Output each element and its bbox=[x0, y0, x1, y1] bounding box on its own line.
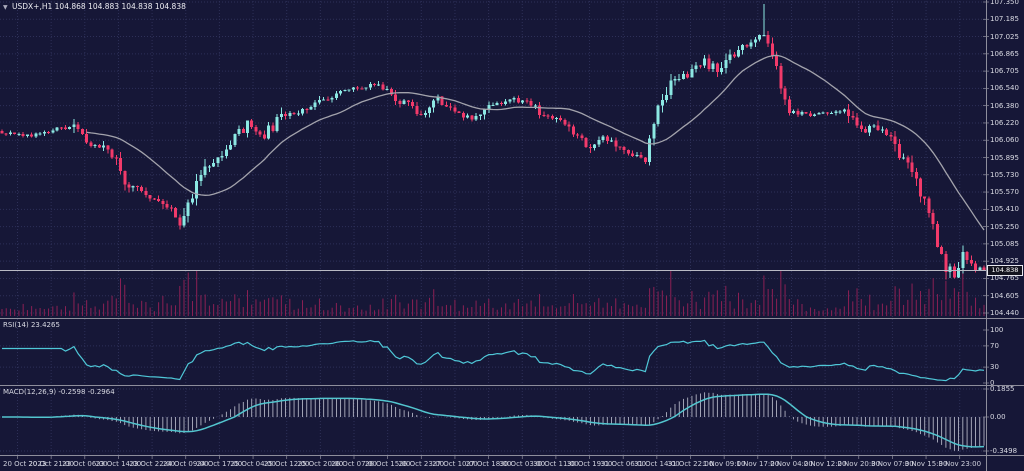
time-axis-label: 31 Oct 22:00 bbox=[667, 460, 714, 468]
time-axis-label: 27 Oct 10:00 bbox=[432, 460, 478, 468]
time-axis-label: 23 Oct 14:00 bbox=[95, 460, 142, 468]
price-axis-label: 106.540 bbox=[990, 84, 1019, 93]
time-axis-label: 2 Nov 04:00 bbox=[770, 460, 813, 468]
price-axis-label: 106.865 bbox=[990, 49, 1019, 58]
time-axis-label: 30 Oct 19:00 bbox=[566, 460, 613, 468]
symbol-timeframe: USDX+,H1 bbox=[12, 2, 53, 11]
time-axis-label: 26 Oct 07:00 bbox=[331, 460, 377, 468]
price-axis-label: 105.250 bbox=[990, 222, 1019, 231]
price-axis-label: 106.705 bbox=[990, 67, 1019, 76]
price-axis-label: 105.085 bbox=[990, 239, 1019, 248]
time-axis-label: 25 Oct 12:00 bbox=[263, 460, 310, 468]
current-price-badge: 104.838 bbox=[987, 264, 1023, 276]
time-axis-label: 24 Oct 09:00 bbox=[162, 460, 209, 468]
time-axis-label: 26 Oct 23:00 bbox=[398, 460, 445, 468]
price-axis-label: 107.025 bbox=[990, 32, 1019, 41]
price-axis-label: 107.185 bbox=[990, 15, 1019, 24]
time-axis-label: 31 Oct 06:00 bbox=[600, 460, 647, 468]
price-axis-label: 107.350 bbox=[990, 0, 1019, 6]
time-axis-label: 3 Nov 07:00 bbox=[871, 460, 914, 468]
price-axis-label: 106.060 bbox=[990, 136, 1019, 145]
time-axis-label: 1 Nov 09:00 bbox=[702, 460, 746, 468]
rsi-axis-label: 0 bbox=[990, 379, 995, 387]
time-axis-label: 24 Oct 17:00 bbox=[196, 460, 243, 468]
time-axis-label: 3 Nov 23:00 bbox=[938, 460, 982, 468]
price-axis-label: 105.730 bbox=[990, 170, 1019, 179]
time-axis-label: 26 Oct 15:00 bbox=[364, 460, 411, 468]
time-axis-label: 30 Oct 03:00 bbox=[499, 460, 546, 468]
time-axis-label: 20 Oct 2023 bbox=[3, 460, 47, 468]
rsi-indicator-label: RSI(14) 23.4265 bbox=[3, 321, 60, 329]
price-axis-label: 104.765 bbox=[990, 274, 1019, 283]
time-axis-label: 25 Oct 04:00 bbox=[230, 460, 276, 468]
macd-axis-label: 0.1855 bbox=[990, 385, 1015, 393]
rsi-axis-label: 70 bbox=[990, 341, 999, 350]
time-axis-label: 27 Oct 18:00 bbox=[465, 460, 512, 468]
time-axis-label: 1 Nov 17:00 bbox=[736, 460, 780, 468]
rsi-axis-label: 30 bbox=[990, 363, 999, 372]
time-axis-label: 23 Oct 22:00 bbox=[129, 460, 175, 468]
time-axis-label: 2 Nov 12:00 bbox=[803, 460, 847, 468]
price-axis-label: 104.925 bbox=[990, 257, 1019, 266]
time-axis-label: 23 Oct 06:00 bbox=[61, 460, 108, 468]
time-axis-label: 2 Nov 20:00 bbox=[837, 460, 881, 468]
macd-axis-label: 0.00 bbox=[990, 413, 1006, 421]
price-axis-label: 104.605 bbox=[990, 291, 1019, 300]
collapse-icon[interactable]: ▼ bbox=[3, 4, 8, 11]
price-axis-label: 104.440 bbox=[990, 309, 1019, 317]
time-axis-label: 30 Oct 11:00 bbox=[533, 460, 579, 468]
macd-axis-label: -0.3498 bbox=[990, 447, 1018, 455]
time-axis-label: 3 Nov 15:00 bbox=[904, 460, 948, 468]
ohlc-values: 104.868 104.883 104.838 104.838 bbox=[54, 2, 186, 11]
time-axis-label: 25 Oct 20:00 bbox=[297, 460, 344, 468]
price-axis-label: 105.570 bbox=[990, 188, 1019, 197]
price-axis-label: 105.895 bbox=[990, 153, 1019, 162]
rsi-axis-label: 100 bbox=[990, 326, 1004, 334]
chart-title-bar[interactable]: ▼ USDX+,H1 104.868 104.883 104.838 104.8… bbox=[3, 2, 186, 12]
time-axis-label: 20 Oct 21:00 bbox=[28, 460, 74, 468]
price-axis-label: 105.410 bbox=[990, 205, 1019, 214]
time-axis-label: 31 Oct 14:00 bbox=[634, 460, 680, 468]
macd-indicator-label: MACD(12,26,9) -0.2598 -0.2964 bbox=[3, 388, 115, 396]
price-axis-label: 106.220 bbox=[990, 118, 1019, 127]
price-axis-label: 106.380 bbox=[990, 101, 1019, 110]
